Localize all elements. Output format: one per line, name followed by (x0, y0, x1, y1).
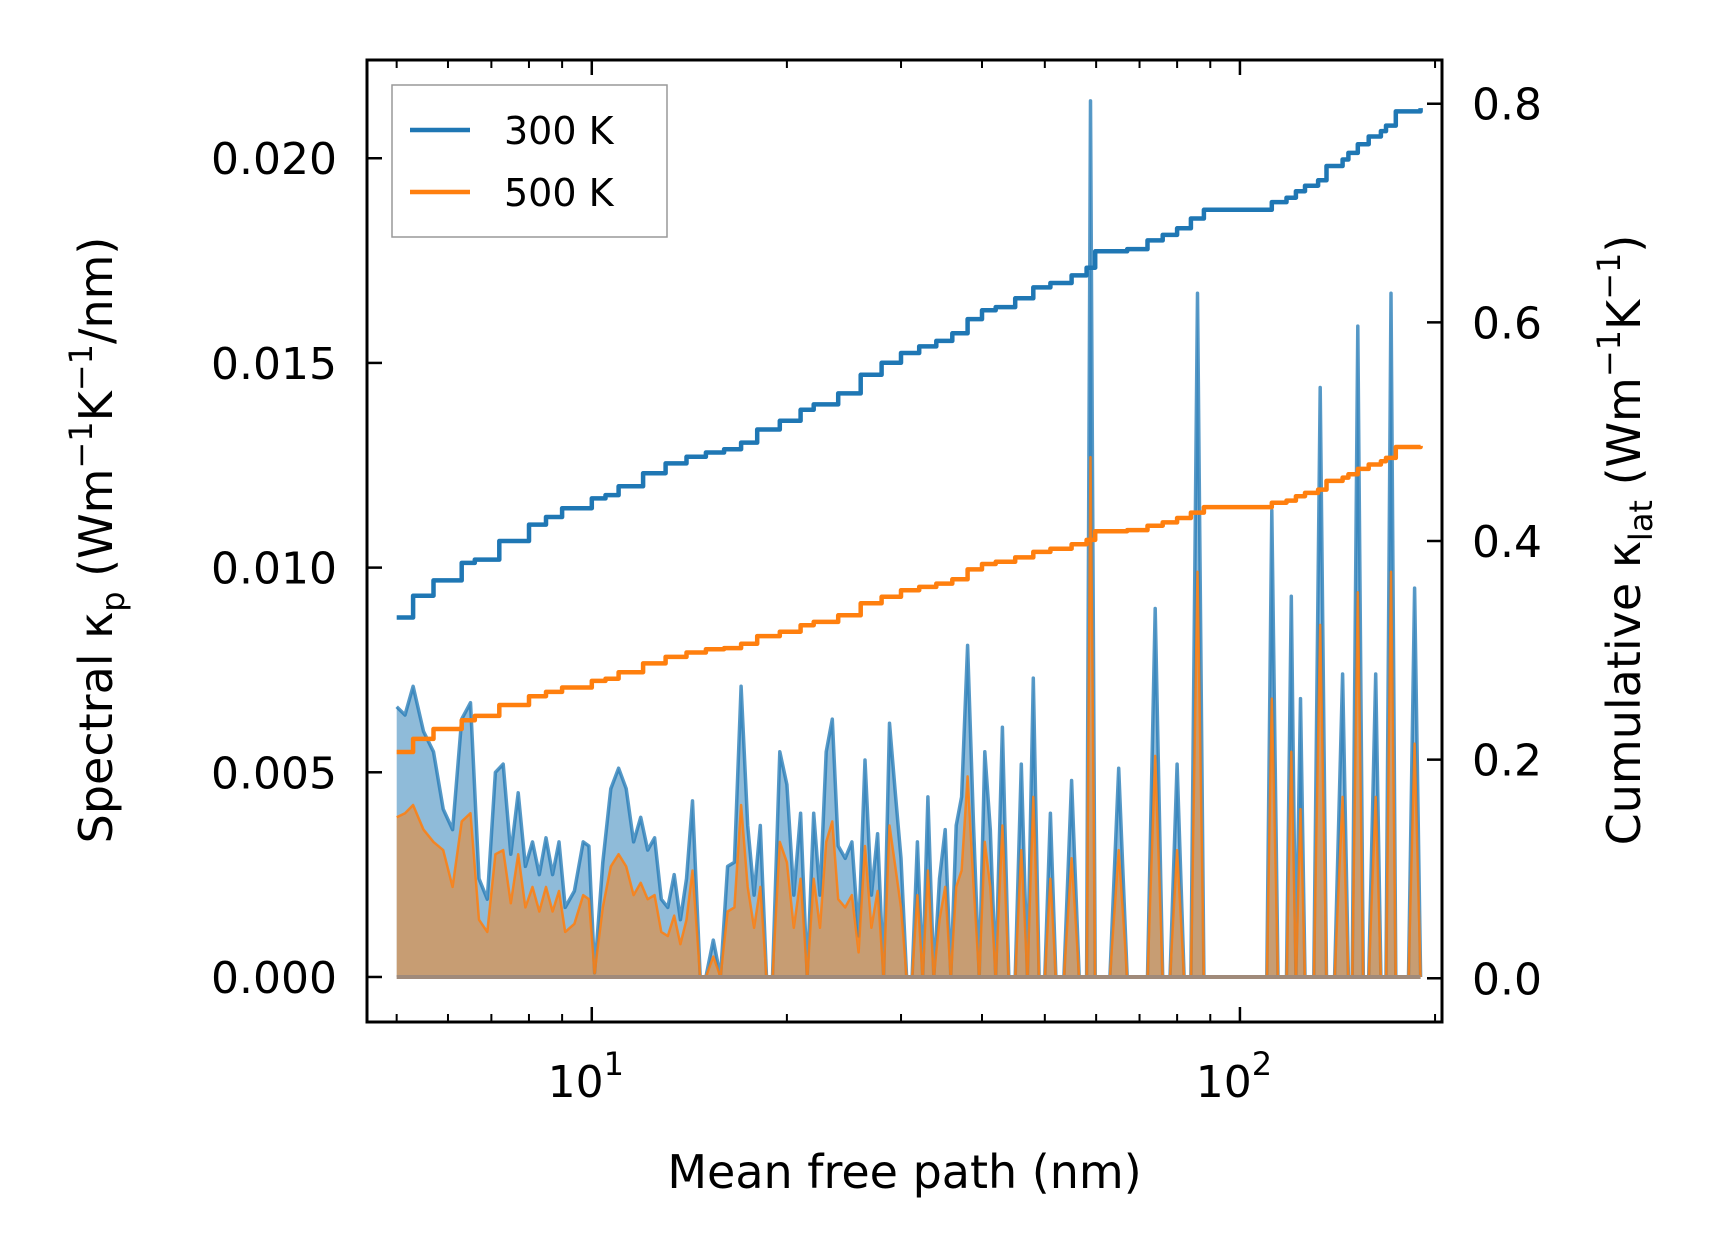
y-left-tick-label: 0.010 (211, 544, 337, 595)
plot-area (395, 99, 1423, 979)
y-left-tick-label: 0.015 (211, 339, 337, 390)
cumulative-500k-line (396, 444, 1423, 755)
y-left-axis-title: Spectral κp (Wm−1K−1/nm) (62, 237, 132, 844)
legend-label: 300 K (504, 109, 615, 153)
y-left-tick-label: 0.020 (211, 134, 337, 185)
y-right-tick-label: 0.6 (1472, 298, 1542, 349)
x-tick-label: 102 (1196, 1045, 1272, 1108)
plot-series-group (395, 99, 1423, 979)
cumulative-300k-line (396, 108, 1423, 620)
y-left-tick-label: 0.000 (211, 953, 337, 1004)
y-right-tick-label: 0.2 (1472, 736, 1542, 787)
y-right-axis-title: Cumulative κlat (Wm−1K−1) (1590, 235, 1660, 846)
y-right-tick-label: 0.8 (1472, 80, 1542, 131)
legend: 300 K 500 K (391, 84, 668, 238)
legend-box (391, 84, 668, 238)
legend-label: 500 K (504, 171, 615, 215)
y-right-tick-label: 0.0 (1472, 954, 1542, 1005)
axes: 101 102 0.000 0.005 0.010 0.015 0.020 0.0 0.2 0.4… (62, 58, 1660, 1199)
x-tick-label: 101 (548, 1045, 624, 1108)
x-axis-title: Mean free path (nm) (667, 1145, 1141, 1199)
y-left-tick-label: 0.005 (211, 748, 337, 799)
spectral-500k-area (396, 457, 1421, 978)
y-right-tick-label: 0.4 (1472, 517, 1542, 568)
